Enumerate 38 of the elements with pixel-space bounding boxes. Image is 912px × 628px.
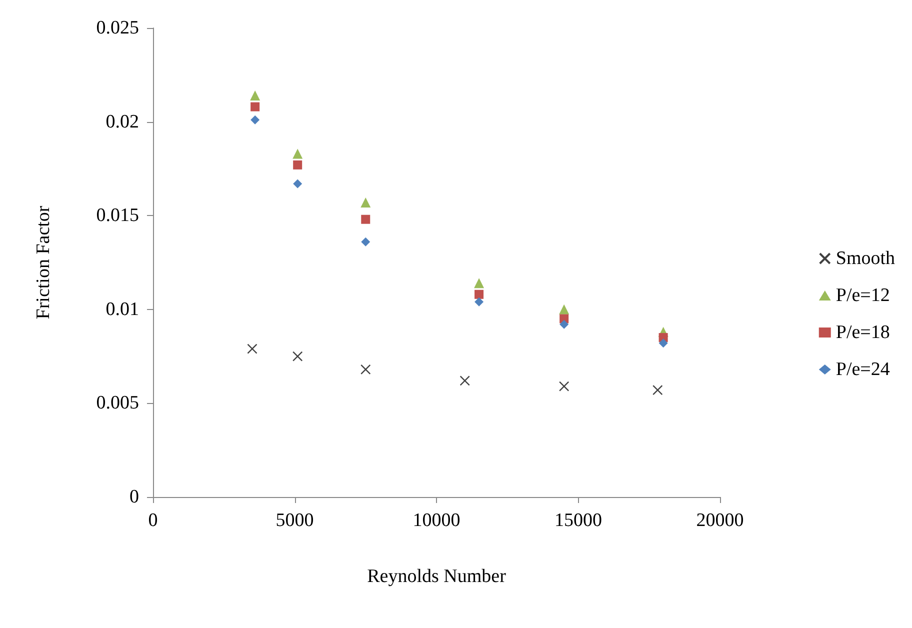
point — [293, 179, 302, 188]
x-tick-label: 20000 — [696, 510, 744, 531]
y-axis-title: Friction Factor — [33, 205, 54, 320]
point — [361, 214, 370, 224]
y-tick-label: 0.02 — [106, 111, 139, 132]
point — [360, 197, 371, 208]
point — [361, 237, 370, 246]
y-tick-label: 0.025 — [96, 18, 139, 38]
point — [560, 320, 569, 329]
x-tick-label: 5000 — [276, 510, 314, 531]
point — [250, 102, 260, 112]
point — [460, 376, 470, 386]
point — [474, 297, 484, 306]
x-tick-label: 0 — [148, 510, 158, 531]
point — [474, 278, 484, 288]
point — [250, 90, 260, 101]
point — [558, 381, 570, 392]
legend-label: Smooth — [836, 248, 896, 269]
point — [292, 148, 303, 159]
legend-label: P/e=24 — [836, 359, 890, 380]
x-tick-label: 15000 — [554, 510, 602, 531]
point — [474, 290, 484, 299]
point — [652, 384, 663, 396]
legend-label: P/e=18 — [836, 322, 890, 343]
point — [292, 351, 303, 362]
legend-label: P/e=12 — [836, 285, 890, 306]
y-tick-label: 0.01 — [106, 298, 139, 320]
y-tick-label: 0.015 — [96, 205, 139, 226]
point — [360, 364, 371, 375]
point — [658, 338, 668, 348]
x-tick-label: 10000 — [412, 510, 460, 531]
x-axis-title: Reynolds Number — [367, 566, 507, 587]
point — [293, 160, 302, 170]
y-tick-label: 0.005 — [96, 392, 139, 414]
point — [250, 115, 260, 124]
point — [247, 344, 258, 354]
point — [559, 304, 570, 314]
y-tick-label: 0 — [130, 486, 139, 508]
